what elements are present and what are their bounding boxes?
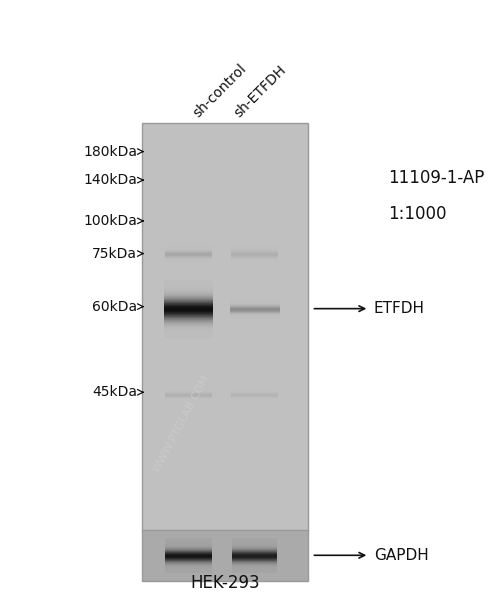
Text: 180kDa: 180kDa — [84, 145, 138, 158]
Text: ETFDH: ETFDH — [374, 301, 425, 316]
Text: GAPDH: GAPDH — [374, 548, 428, 563]
Bar — [142, 123, 308, 531]
Text: 1:1000: 1:1000 — [388, 205, 446, 223]
Text: 100kDa: 100kDa — [84, 214, 138, 228]
Text: WWW.PTGLAB.COM: WWW.PTGLAB.COM — [152, 373, 212, 473]
Text: 60kDa: 60kDa — [92, 299, 138, 314]
Text: sh-control: sh-control — [190, 61, 249, 120]
Bar — [142, 530, 308, 581]
Text: HEK-293: HEK-293 — [190, 574, 260, 592]
Text: 75kDa: 75kDa — [92, 247, 138, 260]
Text: 11109-1-AP: 11109-1-AP — [388, 169, 484, 187]
Text: sh-ETFDH: sh-ETFDH — [232, 62, 289, 120]
Text: 45kDa: 45kDa — [92, 385, 138, 399]
Text: 140kDa: 140kDa — [84, 173, 138, 187]
